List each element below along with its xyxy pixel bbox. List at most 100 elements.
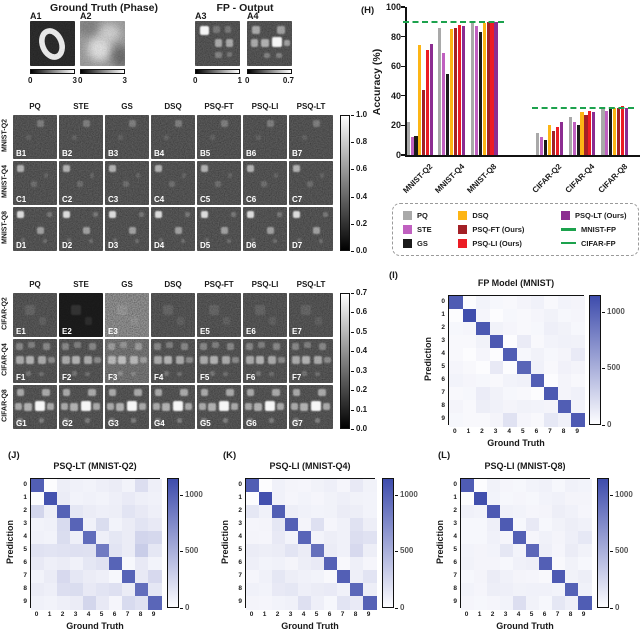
bar-gs <box>576 125 580 155</box>
matrix-cell <box>503 400 518 414</box>
matrix-cell <box>565 518 579 532</box>
matrix-cell <box>526 557 540 571</box>
bright-spot <box>221 120 228 127</box>
bar-psq-lt-ours- <box>624 107 628 155</box>
bright-spot <box>180 238 186 244</box>
image-label: G2 <box>62 419 73 428</box>
bright-spot <box>277 402 285 410</box>
matrix-cell <box>539 492 553 506</box>
matrix-cell <box>31 596 45 610</box>
legend-item: PSQ-LI (Ours) <box>458 236 553 250</box>
noise-texture <box>59 115 103 159</box>
phantom-image: F6 <box>243 339 287 383</box>
matrix-cell <box>246 544 260 558</box>
matrix-cell <box>489 309 504 323</box>
matrix-cell <box>462 374 477 388</box>
row-label: CIFAR-Q4 <box>1 343 9 376</box>
column-header: PSQ-FT <box>204 102 234 111</box>
matrix-cell <box>285 505 299 519</box>
x-tick-label: 1 <box>466 428 471 435</box>
matrix-cell <box>530 335 545 349</box>
bar-pq <box>601 107 605 155</box>
bright-spot <box>60 402 68 410</box>
bright-spot <box>62 388 71 397</box>
matrix-cell <box>552 479 566 493</box>
bright-spot <box>169 181 176 187</box>
matrix-cell <box>324 557 338 571</box>
image-label: G7 <box>292 419 303 428</box>
matrix-cell <box>259 518 273 532</box>
column-header: GS <box>121 102 133 111</box>
bright-spot <box>222 317 231 326</box>
matrix-cell <box>476 413 491 427</box>
bright-spot <box>296 237 302 243</box>
x-tick-label: 3 <box>288 611 293 618</box>
phantom-image: G3 <box>105 385 149 429</box>
legend-item: PSQ-FT (Ours) <box>458 223 553 237</box>
bright-spot <box>118 355 127 364</box>
y-axis-title: Prediction <box>5 520 15 565</box>
bright-spot <box>84 317 93 326</box>
matrix-cell <box>476 374 491 388</box>
grayscale-colorbar <box>340 293 350 429</box>
legend-label: STE <box>417 225 432 234</box>
matrix-cell <box>489 387 504 401</box>
matrix-cell <box>57 557 71 571</box>
y-tick-label: 7 <box>441 388 445 396</box>
legend-swatch <box>403 238 412 248</box>
colorbar-tick-mark <box>395 608 398 609</box>
x-tick-label: 4 <box>516 611 521 618</box>
matrix-cell <box>31 531 45 545</box>
matrix-cell <box>44 505 58 519</box>
matrix-cell <box>565 583 579 597</box>
matrix-cell <box>337 596 351 610</box>
matrix-cell <box>109 596 123 610</box>
matrix-cell <box>530 296 545 310</box>
y-tick-label: 8 <box>23 584 27 592</box>
phantom-image: E3 <box>105 293 149 337</box>
bright-spot <box>267 120 274 127</box>
matrix-cell <box>311 544 325 558</box>
grayscale-colorbar <box>80 69 125 74</box>
x-axis-title: Ground Truth <box>281 621 339 631</box>
bright-spot <box>301 305 311 315</box>
matrix-cell <box>517 296 532 310</box>
colorbar-tick-label: 0 <box>615 603 620 612</box>
y-tick-label: 8 <box>441 401 445 409</box>
colorbar-min: 0 <box>28 76 33 85</box>
bright-spot <box>109 211 117 219</box>
y-tick-label: 4 <box>453 532 457 540</box>
image-label: C6 <box>246 195 257 204</box>
noise-texture <box>59 293 103 337</box>
x-tick-label: 3 <box>503 611 508 618</box>
image-label: E3 <box>108 327 118 336</box>
matrix-cell <box>246 492 260 506</box>
bright-spot <box>199 25 209 35</box>
matrix-cell <box>31 544 45 558</box>
image-label: C5 <box>200 195 211 204</box>
column-header: GS <box>121 280 133 289</box>
matrix-cell <box>462 296 477 310</box>
colorbar-tick-mark <box>351 196 354 198</box>
bright-spot <box>130 417 136 423</box>
matrix-cell <box>544 348 559 362</box>
matrix-cell <box>489 413 504 427</box>
phantom-image: G6 <box>243 385 287 429</box>
matrix-cell <box>83 596 97 610</box>
bright-spot <box>314 317 323 326</box>
matrix-cell <box>487 505 501 519</box>
bright-spot <box>266 227 274 235</box>
bright-spot <box>318 342 326 350</box>
image-label: G6 <box>246 419 257 428</box>
matrix-cell <box>513 492 527 506</box>
y-tick-label: 6 <box>453 558 457 566</box>
matrix-cell <box>474 570 488 584</box>
matrix-cell <box>31 505 45 519</box>
x-tick-label: 9 <box>366 611 371 618</box>
y-tick-mark <box>401 6 405 8</box>
bright-spot <box>324 356 331 364</box>
phantom-image: E2 <box>59 293 103 337</box>
bright-spot <box>42 238 48 244</box>
bar-gs <box>609 109 613 155</box>
phantom-image: C6 <box>243 161 287 205</box>
